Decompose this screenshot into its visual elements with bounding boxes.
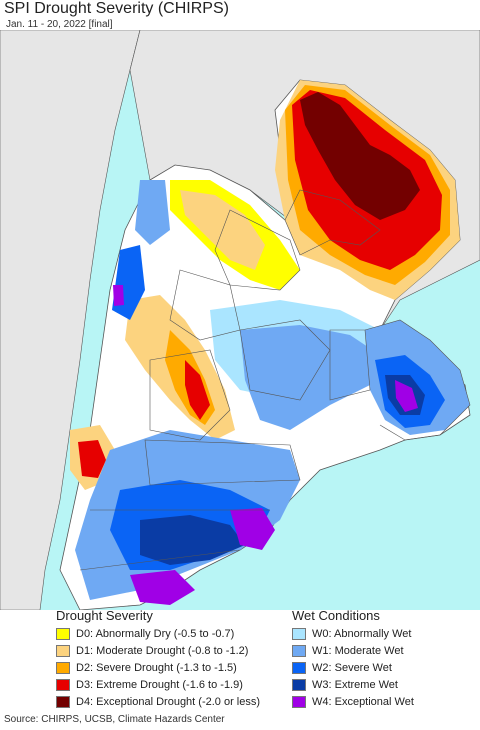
wet-w4-uruguay [395, 380, 418, 412]
legend-label: W0: Abnormally Wet [312, 628, 412, 640]
legend-item-d2: D2: Severe Drought (-1.3 to -1.5) [56, 660, 237, 676]
legend-swatch [56, 628, 70, 640]
legend-swatch [292, 696, 306, 708]
wet-w4-far-south [130, 570, 195, 605]
legend-item-w3: W3: Extreme Wet [292, 677, 398, 693]
legend-item-w2: W2: Severe Wet [292, 660, 392, 676]
legend-label: W3: Extreme Wet [312, 679, 398, 691]
wet-w1-central [240, 325, 380, 430]
legend-label: W4: Exceptional Wet [312, 696, 414, 708]
source-credit: Source: CHIRPS, UCSB, Climate Hazards Ce… [4, 714, 225, 725]
legend-wet-heading: Wet Conditions [292, 608, 380, 623]
legend-swatch [56, 679, 70, 691]
legend-item-w1: W1: Moderate Wet [292, 643, 404, 659]
legend-swatch [292, 662, 306, 674]
legend-swatch [292, 645, 306, 657]
legend-item-w0: W0: Abnormally Wet [292, 626, 411, 642]
legend-item-d4: D4: Exceptional Drought (-2.0 or less) [56, 694, 260, 710]
legend-label: D3: Extreme Drought (-1.6 to -1.9) [76, 679, 243, 691]
legend: Drought Severity D0: Abnormally Dry (-0.… [0, 608, 480, 710]
legend-label: D1: Moderate Drought (-0.8 to -1.2) [76, 645, 249, 657]
wet-w1-west [135, 180, 170, 245]
legend-swatch [56, 696, 70, 708]
legend-item-d0: D0: Abnormally Dry (-0.5 to -0.7) [56, 626, 234, 642]
wet-w4-south [230, 508, 275, 550]
wet-w4-west [113, 285, 124, 306]
legend-drought-heading: Drought Severity [56, 608, 153, 623]
drought-d3-central-west [185, 360, 210, 420]
drought-d4-northeast [300, 92, 420, 220]
legend-swatch [292, 628, 306, 640]
legend-item-d3: D3: Extreme Drought (-1.6 to -1.9) [56, 677, 243, 693]
legend-swatch [56, 662, 70, 674]
legend-label: W2: Severe Wet [312, 662, 392, 674]
admin-borders [79, 189, 471, 571]
drought-map [0, 30, 480, 610]
legend-swatch [292, 679, 306, 691]
legend-label: D0: Abnormally Dry (-0.5 to -0.7) [76, 628, 235, 640]
legend-item-w4: W4: Exceptional Wet [292, 694, 414, 710]
legend-label: D2: Severe Drought (-1.3 to -1.5) [76, 662, 237, 674]
legend-item-d1: D1: Moderate Drought (-0.8 to -1.2) [56, 643, 248, 659]
legend-label: W1: Moderate Wet [312, 645, 404, 657]
map-title: SPI Drought Severity (CHIRPS) [4, 0, 229, 17]
drought-d3-southwest [78, 440, 106, 478]
legend-label: D4: Exceptional Drought (-2.0 or less) [76, 696, 261, 708]
map-date-range: Jan. 11 - 20, 2022 [final] [6, 19, 113, 30]
legend-swatch [56, 645, 70, 657]
